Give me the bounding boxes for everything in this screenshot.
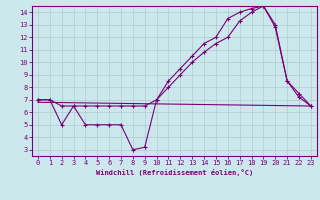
X-axis label: Windchill (Refroidissement éolien,°C): Windchill (Refroidissement éolien,°C): [96, 169, 253, 176]
